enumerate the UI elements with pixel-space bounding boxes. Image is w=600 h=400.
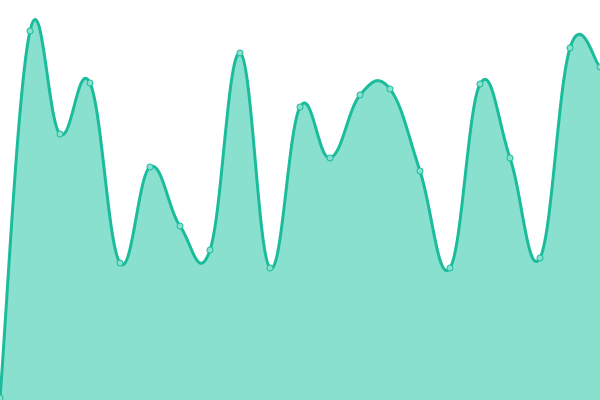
data-point bbox=[146, 163, 154, 171]
data-point bbox=[296, 103, 304, 111]
data-point bbox=[446, 264, 454, 272]
data-point bbox=[26, 27, 34, 35]
data-point bbox=[266, 264, 274, 272]
data-points bbox=[0, 27, 600, 400]
data-point bbox=[536, 254, 544, 262]
data-point bbox=[476, 80, 484, 88]
data-point bbox=[236, 49, 244, 57]
data-point bbox=[566, 44, 574, 52]
data-point bbox=[0, 394, 4, 400]
data-point bbox=[356, 91, 364, 99]
data-point bbox=[176, 222, 184, 230]
data-point bbox=[596, 63, 600, 71]
area-fill bbox=[0, 19, 600, 400]
data-point bbox=[386, 85, 394, 93]
data-point bbox=[326, 154, 334, 162]
data-point bbox=[506, 154, 514, 162]
data-point bbox=[416, 167, 424, 175]
data-point bbox=[206, 246, 214, 254]
data-point bbox=[116, 259, 124, 267]
data-point bbox=[86, 79, 94, 87]
series-line bbox=[0, 18, 600, 399]
data-point bbox=[56, 130, 64, 138]
